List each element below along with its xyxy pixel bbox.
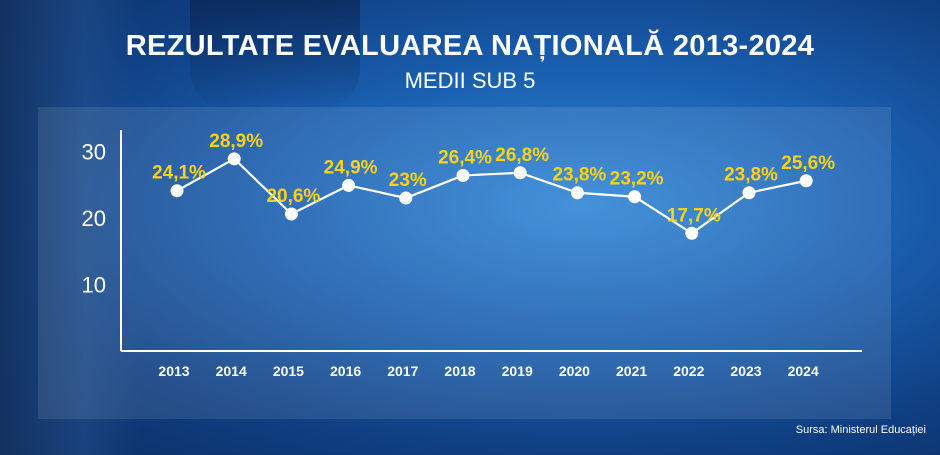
- source-note: Sursa: Ministerul Educației: [795, 424, 926, 436]
- data-point: [284, 207, 298, 221]
- data-label: 26,4%: [438, 147, 492, 168]
- data-label: 23%: [389, 170, 427, 191]
- data-point: [628, 190, 642, 204]
- data-label: 17,7%: [667, 205, 721, 226]
- x-tick-label: 2018: [444, 363, 475, 379]
- data-point: [742, 186, 756, 200]
- y-tick-label: 30: [82, 140, 106, 165]
- x-tick-label: 2023: [730, 363, 761, 379]
- chart-title: REZULTATE EVALUAREA NAȚIONALĂ 2013-2024: [125, 30, 815, 62]
- x-tick-label: 2015: [273, 363, 304, 379]
- x-tick-label: 2013: [158, 363, 189, 379]
- data-label: 28,9%: [209, 131, 263, 152]
- data-label: 26,8%: [495, 145, 549, 166]
- x-tick-label: 2014: [216, 363, 247, 379]
- data-point: [513, 166, 527, 180]
- data-point: [456, 168, 470, 182]
- x-tick-label: 2017: [387, 363, 418, 379]
- data-label: 23,8%: [724, 165, 778, 186]
- data-point: [227, 152, 241, 166]
- data-point: [685, 226, 699, 240]
- data-label: 23,8%: [552, 165, 606, 186]
- data-label: 20,6%: [266, 186, 320, 207]
- x-tick-label: 2019: [502, 363, 533, 379]
- data-label: 24,1%: [152, 163, 206, 184]
- x-tick-label: 2016: [330, 363, 361, 379]
- data-label: 25,6%: [781, 153, 835, 174]
- data-point: [570, 186, 584, 200]
- x-tick-label: 2022: [673, 363, 704, 379]
- chart-subtitle: MEDII SUB 5: [404, 68, 536, 93]
- x-tick-label: 2021: [616, 363, 647, 379]
- background-person-silhouette: [0, 0, 140, 455]
- data-label: 24,9%: [324, 157, 378, 178]
- series-line: [176, 157, 807, 235]
- y-tick-label: 10: [82, 273, 106, 298]
- data-point: [170, 184, 184, 198]
- data-point: [342, 178, 356, 192]
- x-tick-label: 2024: [788, 363, 819, 379]
- chart-panel: [38, 107, 891, 419]
- y-tick-label: 20: [82, 206, 106, 231]
- background-figure: [190, 0, 360, 110]
- data-point: [399, 191, 413, 205]
- data-label: 23,2%: [610, 169, 664, 190]
- x-tick-label: 2020: [559, 363, 590, 379]
- data-point: [799, 174, 813, 188]
